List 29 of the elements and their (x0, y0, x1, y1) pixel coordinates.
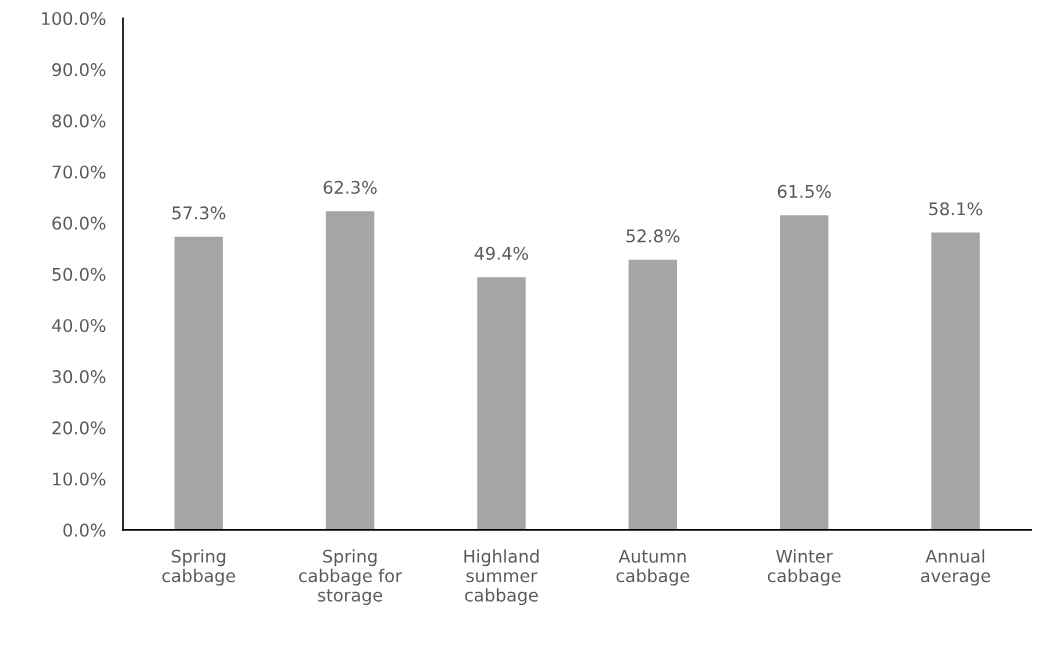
data-label: 58.1% (929, 202, 983, 216)
y-tick-label: 90.0% (52, 63, 106, 77)
x-tick-label: Highland summer cabbage (464, 549, 539, 606)
x-tick-label: Winter cabbage (767, 549, 841, 586)
x-tick-label: Autumn cabbage (616, 549, 690, 586)
y-tick-label: 40.0% (52, 318, 106, 333)
bar (628, 259, 678, 530)
x-tick-label: Spring cabbage (162, 549, 236, 586)
bar (477, 277, 526, 530)
y-tick-label: 10.0% (53, 472, 106, 486)
y-tick-label: 80.0% (52, 114, 106, 128)
y-tick-label: 0.0% (63, 523, 106, 537)
data-label: 52.8% (626, 229, 680, 243)
bar (931, 232, 980, 530)
bar (325, 211, 375, 530)
x-tick-label: Spring cabbage for storage (299, 549, 403, 606)
y-tick-label: 50.0% (52, 267, 106, 281)
data-label: 62.3% (323, 180, 377, 194)
y-tick-label: 60.0% (52, 216, 106, 230)
data-label: 49.4% (474, 246, 529, 260)
data-label: 57.3% (172, 206, 226, 220)
y-tick-label: 70.0% (52, 165, 106, 179)
bar (779, 215, 829, 530)
x-tick-label: Annual average (921, 549, 991, 586)
bar (174, 236, 223, 530)
y-tick-label: 100.0% (42, 11, 106, 26)
y-tick-label: 20.0% (52, 421, 106, 435)
data-label: 61.5% (777, 184, 831, 198)
y-tick-label: 30.0% (52, 370, 106, 384)
